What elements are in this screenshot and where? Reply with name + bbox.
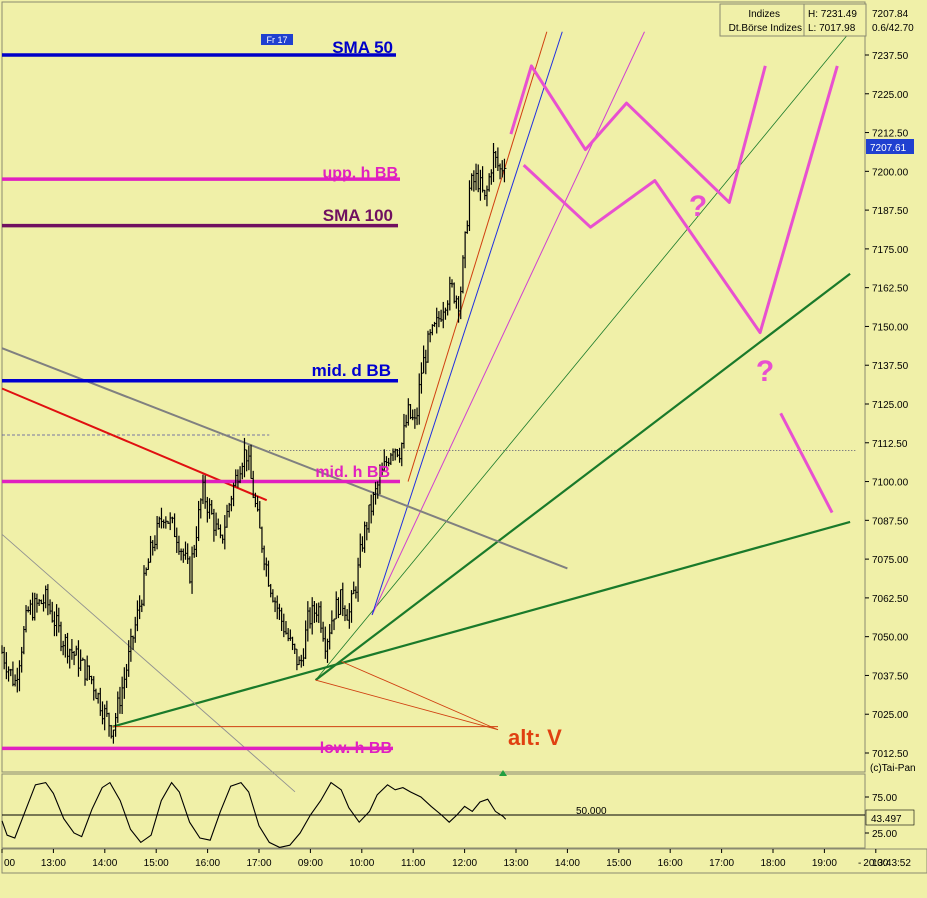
time-tick-label-13: 16:00 <box>658 858 683 869</box>
trend-line-0 <box>112 520 851 728</box>
trend-lines <box>1 31 851 793</box>
price-tick-label-16: 7037.50 <box>872 671 909 682</box>
price-tick-label-15: 7050.00 <box>872 633 909 644</box>
trend-line-9 <box>341 661 499 731</box>
trend-line-10 <box>315 679 499 731</box>
axis-dash: - <box>858 858 861 869</box>
time-tick-label-16: 19:00 <box>812 858 837 869</box>
scenario-path-1 <box>522 65 839 335</box>
label-upper-hourly-bb: upp. h BB <box>322 165 398 182</box>
alt-v-label: alt: V <box>508 725 562 750</box>
price-tick-label-18: 7012.50 <box>872 749 909 760</box>
oscillator-value-label: 43.497 <box>871 814 902 825</box>
price-tick-label-12: 7087.50 <box>872 516 909 527</box>
time-tick-label-14: 17:00 <box>709 858 734 869</box>
time-tick-label-4: 16:00 <box>195 858 220 869</box>
label-sma-50: SMA 50 <box>332 38 393 57</box>
time-tick-label-0: 00 <box>4 858 16 869</box>
price-tick-label-13: 7075.00 <box>872 555 909 566</box>
price-panel-frame <box>1 1 866 773</box>
price-tick-label-8: 7137.50 <box>872 361 909 372</box>
time-tick-label-10: 13:00 <box>503 858 528 869</box>
price-tick-label-10: 7112.50 <box>872 439 908 450</box>
time-tick-label-12: 15:00 <box>606 858 631 869</box>
price-tick-label-9: 7125.00 <box>872 400 909 411</box>
time-tick-label-17: 20:00 <box>863 858 888 869</box>
price-tick-label-0: 7237.50 <box>872 51 909 62</box>
time-tick-label-8: 11:00 <box>401 858 426 869</box>
level-lines <box>2 53 400 751</box>
price-tick-label-14: 7062.50 <box>872 594 909 605</box>
scenario-path-2 <box>779 412 834 514</box>
price-tick-label-5: 7175.00 <box>872 245 909 256</box>
trend-line-3 <box>371 31 645 616</box>
oscillator-tick-label-1: 25.00 <box>872 829 897 840</box>
oscillator-reference-label: 50.000 <box>576 806 607 817</box>
current-price-flag <box>866 139 914 154</box>
price-tick-label-2: 7212.50 <box>872 129 909 140</box>
oscillator <box>1 781 865 848</box>
price-bars <box>1 143 507 744</box>
price-tick-label-4: 7187.50 <box>872 206 909 217</box>
info-box <box>719 3 867 37</box>
last-price: 7207.84 <box>872 9 909 20</box>
time-tick-label-11: 14:00 <box>555 858 580 869</box>
time-tick-label-7: 10:00 <box>349 858 374 869</box>
trend-line-5 <box>407 31 548 482</box>
session-low: L: 7017.98 <box>808 23 856 34</box>
current-price-label: 7207.61 <box>870 143 907 154</box>
question-mark-upper: ? <box>689 190 707 223</box>
oscillator-panel-frame <box>1 773 866 849</box>
time-axis: 00 13:00 14:00 15:00 16:00 17:00 09:00 10:00 11:… <box>1 849 889 869</box>
oscillator-line <box>1 781 507 848</box>
price-tick-label-11: 7100.00 <box>872 478 909 489</box>
label-mid-hourly-bb: mid. h BB <box>315 464 390 481</box>
scenario-path-0 <box>509 64 767 204</box>
price-tick-label-1: 7225.00 <box>872 90 909 101</box>
time-tick-label-9: 12:00 <box>452 858 477 869</box>
time-tick-label-3: 15:00 <box>144 858 169 869</box>
instrument-name: Indizes <box>748 9 780 20</box>
label-mid-daily-bb: mid. d BB <box>312 361 391 380</box>
label-lower-hourly-bb: low. h BB <box>320 740 392 757</box>
day-marker-box <box>261 34 293 45</box>
exchange-name: Dt.Börse Indizes <box>729 23 802 34</box>
label-sma-100: SMA 100 <box>323 206 393 225</box>
day-marker: Fr 17 <box>266 35 287 45</box>
time-tick-label-5: 17:00 <box>246 858 271 869</box>
session-marker-icon <box>499 770 507 776</box>
time-tick-label-6: 09:00 <box>298 858 323 869</box>
credit: (c)Tai-Pan <box>870 763 916 774</box>
oscillator-value-flag <box>865 809 915 826</box>
trend-line-2 <box>315 31 851 681</box>
question-mark-lower: ? <box>756 355 774 388</box>
price-change: 0.6/42.70 <box>872 23 914 34</box>
price-tick-label-17: 7025.00 <box>872 710 909 721</box>
trend-line-4 <box>371 31 563 616</box>
session-high: H: 7231.49 <box>808 9 857 20</box>
time-tick-label-15: 18:00 <box>760 858 785 869</box>
time-tick-label-1: 13:00 <box>41 858 66 869</box>
oscillator-tick-label-0: 75.00 <box>872 793 897 804</box>
price-axis: 7237.50 7225.00 7212.50 7200.00 7187.50 7175.… <box>865 51 909 840</box>
price-tick-label-3: 7200.00 <box>872 167 909 178</box>
trend-line-6 <box>1 347 568 570</box>
price-tick-label-6: 7162.50 <box>872 284 909 295</box>
scenario-paths <box>509 64 839 514</box>
price-tick-label-7: 7150.00 <box>872 322 909 333</box>
time-tick-label-2: 14:00 <box>92 858 117 869</box>
trend-line-1 <box>314 272 851 681</box>
clock: 13:43:52 <box>872 858 911 869</box>
